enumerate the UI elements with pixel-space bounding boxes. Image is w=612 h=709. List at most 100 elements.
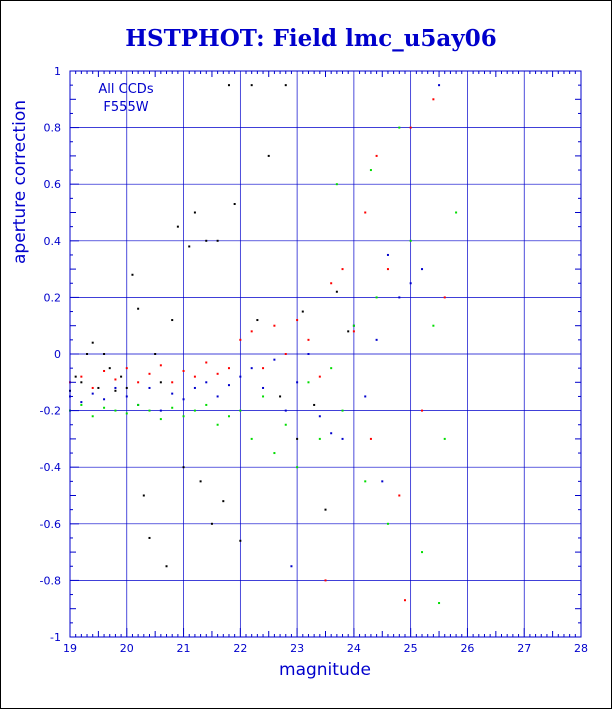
data-point: [330, 367, 333, 370]
data-point: [256, 319, 259, 322]
data-point: [409, 282, 412, 285]
data-point: [443, 296, 446, 299]
data-point: [103, 369, 106, 372]
data-point: [301, 310, 304, 313]
data-point: [398, 296, 401, 299]
data-point: [250, 367, 253, 370]
data-point: [137, 403, 140, 406]
data-point: [324, 579, 327, 582]
x-tick-label: 26: [460, 642, 474, 655]
data-point: [262, 386, 265, 389]
data-point: [148, 372, 151, 375]
data-point: [227, 367, 230, 370]
data-point: [284, 423, 287, 426]
data-point: [296, 466, 299, 469]
x-tick-label: 27: [517, 642, 531, 655]
data-point: [267, 154, 270, 157]
data-point: [307, 381, 310, 384]
y-tick-label: -0.4: [40, 461, 61, 474]
y-tick-label: -0.6: [40, 518, 61, 531]
data-point: [409, 126, 412, 129]
data-point: [239, 375, 242, 378]
data-point: [205, 403, 208, 406]
data-point: [103, 406, 106, 409]
data-point: [176, 225, 179, 228]
data-point: [193, 386, 196, 389]
data-point: [114, 386, 117, 389]
x-axis-label: magnitude: [279, 660, 371, 680]
data-point: [193, 211, 196, 214]
data-point: [114, 378, 117, 381]
data-point: [159, 418, 162, 421]
data-point: [307, 353, 310, 355]
data-point: [250, 437, 253, 440]
data-point: [352, 330, 355, 333]
data-point: [296, 381, 299, 384]
data-point: [171, 319, 174, 322]
data-point: [199, 480, 202, 483]
data-point: [227, 415, 230, 418]
data-point: [205, 361, 208, 364]
data-point: [216, 423, 219, 426]
data-point: [91, 392, 94, 395]
data-point: [324, 508, 327, 511]
data-point: [80, 381, 83, 384]
data-point: [182, 369, 185, 372]
data-point: [120, 375, 123, 378]
data-point: [159, 409, 162, 412]
data-point: [284, 353, 287, 355]
chart-title: HSTPHOT: Field lmc_u5ay06: [125, 25, 496, 52]
data-point: [239, 409, 242, 412]
data-point: [210, 522, 213, 525]
axis-ticks: 19 20 21 22 23 24 25 26 27 28 -1 -0.8 -0.6 -0.4 -0.2 0 0…: [40, 65, 588, 655]
data-point: [290, 565, 293, 568]
data-point: [313, 403, 316, 406]
data-point: [273, 324, 276, 327]
data-point: [227, 84, 230, 87]
data-point: [421, 268, 424, 271]
data-point: [171, 392, 174, 395]
data-point: [284, 409, 287, 412]
data-point: [193, 375, 196, 378]
data-point: [125, 367, 128, 370]
x-tick-label: 24: [347, 642, 361, 655]
data-point: [443, 437, 446, 440]
data-point: [216, 395, 219, 398]
data-point: [182, 415, 185, 418]
data-points: [69, 84, 458, 605]
data-point: [341, 268, 344, 271]
data-point: [318, 375, 321, 378]
data-point: [284, 84, 287, 87]
data-point: [296, 319, 299, 322]
data-point: [421, 551, 424, 554]
data-point: [91, 415, 94, 418]
data-point: [216, 239, 219, 242]
data-point: [262, 367, 265, 370]
data-point: [103, 353, 106, 355]
y-tick-label: 0.6: [44, 178, 62, 191]
data-point: [165, 565, 168, 568]
y-tick-label: -1: [50, 631, 61, 644]
data-point: [250, 84, 253, 87]
y-tick-label: 0.2: [44, 291, 62, 304]
data-point: [188, 245, 191, 248]
x-tick-label: 20: [120, 642, 134, 655]
data-point: [364, 211, 367, 214]
data-point: [125, 412, 128, 415]
y-tick-label: 0.4: [44, 235, 62, 248]
data-point: [233, 203, 236, 206]
data-point: [159, 381, 162, 384]
data-point: [375, 154, 378, 157]
x-tick-label: 22: [233, 642, 247, 655]
y-tick-label: -0.8: [40, 574, 61, 587]
data-point: [335, 183, 338, 186]
y-tick-label: 0.8: [44, 122, 62, 135]
x-tick-label: 23: [290, 642, 304, 655]
data-point: [398, 494, 401, 497]
data-point: [148, 386, 151, 389]
data-point: [193, 409, 196, 412]
data-point: [171, 406, 174, 409]
data-point: [273, 358, 276, 361]
x-tick-label: 28: [574, 642, 588, 655]
